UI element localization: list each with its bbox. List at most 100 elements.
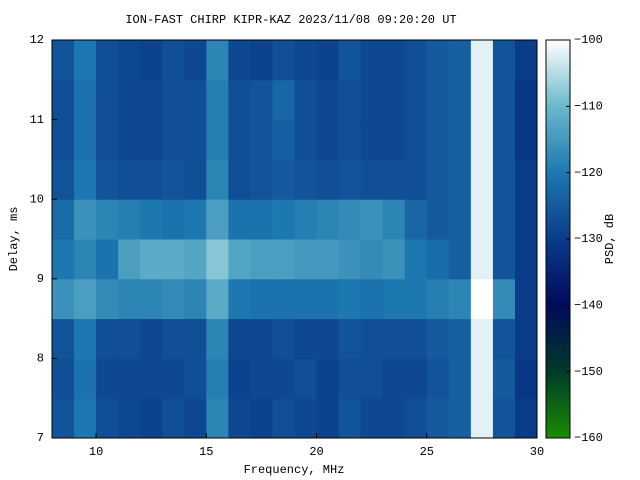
heatmap-cell [360, 40, 384, 81]
heatmap-cell [272, 119, 295, 160]
heatmap-cell [250, 79, 273, 121]
heatmap-cell [360, 159, 384, 200]
heatmap-cell [470, 278, 494, 320]
heatmap-cell [184, 119, 207, 160]
heatmap-cell [162, 40, 185, 81]
heatmap-cell [426, 278, 450, 320]
colorbar-tick-label: −110 [574, 100, 603, 114]
x-tick-label: 20 [309, 445, 323, 459]
heatmap-cell [140, 239, 163, 280]
heatmap-cell [74, 40, 97, 81]
heatmap-cell [96, 318, 119, 359]
heatmap-cell [74, 318, 97, 359]
heatmap-cell [492, 278, 516, 320]
heatmap-cell [272, 199, 295, 240]
heatmap-cell [96, 79, 119, 121]
heatmap-cell [426, 358, 450, 399]
heatmap-cell [228, 40, 251, 81]
x-axis-label: Frequency, MHz [244, 463, 345, 477]
heatmap-cell [74, 79, 97, 121]
heatmap-cell [206, 239, 229, 280]
heatmap-cell [140, 199, 163, 240]
y-tick-label: 7 [37, 431, 44, 445]
heatmap-cell [492, 119, 516, 160]
heatmap-cell [52, 40, 75, 81]
heatmap-cell [316, 199, 340, 240]
heatmap-cell [404, 239, 428, 280]
heatmap-cell [228, 119, 251, 160]
heatmap-cell [382, 40, 406, 81]
heatmap-cell [382, 398, 406, 439]
heatmap-cell [96, 119, 119, 160]
heatmap-cell [316, 358, 340, 399]
heatmap-cell [162, 79, 185, 121]
heatmap-cell [118, 358, 141, 399]
heatmap-cell [492, 159, 516, 200]
heatmap-cell [206, 159, 229, 200]
heatmap-cell [448, 239, 472, 280]
heatmap-cell [140, 40, 163, 81]
heatmap-cell [118, 199, 141, 240]
heatmap-cell [470, 79, 494, 121]
heatmap-cell [250, 199, 273, 240]
heatmap-cell [272, 40, 295, 81]
heatmap-cell [206, 119, 229, 160]
heatmap-cell [294, 119, 318, 160]
heatmap-cell [74, 239, 97, 280]
heatmap-cell [96, 159, 119, 200]
heatmap-cell [96, 199, 119, 240]
heatmap-cell [272, 398, 295, 439]
heatmap-cell [382, 79, 406, 121]
heatmap-cell [74, 119, 97, 160]
heatmap-cell [294, 398, 318, 439]
heatmap-cell [96, 239, 119, 280]
heatmap-cell [52, 79, 75, 121]
heatmap-cell [228, 79, 251, 121]
heatmap-cell [404, 40, 428, 81]
heatmap-cell [382, 278, 406, 320]
heatmap-cell [316, 40, 340, 81]
heatmap-cell [514, 119, 538, 160]
heatmap-cell [448, 40, 472, 81]
heatmap-cell [74, 159, 97, 200]
heatmap-cell [206, 199, 229, 240]
heatmap-cell [206, 358, 229, 399]
heatmap-cell [140, 318, 163, 359]
heatmap-cell [338, 199, 362, 240]
heatmap-cell [492, 398, 516, 439]
heatmap-cell [404, 79, 428, 121]
heatmap-cell [206, 40, 229, 81]
heatmap-cell [228, 398, 251, 439]
heatmap-cell [448, 318, 472, 359]
heatmap-cell [492, 239, 516, 280]
heatmap-cell [492, 40, 516, 81]
heatmap-cell [492, 318, 516, 359]
heatmap-cell [250, 358, 273, 399]
heatmap-cell [360, 239, 384, 280]
heatmap-cell [382, 358, 406, 399]
heatmap-cell [470, 358, 494, 399]
heatmap-cell [206, 318, 229, 359]
heatmap-cell [404, 358, 428, 399]
heatmap-cell [184, 358, 207, 399]
heatmap-cell [338, 40, 362, 81]
y-tick-label: 9 [37, 272, 44, 286]
heatmap-cell [228, 278, 251, 320]
heatmap-cell [250, 278, 273, 320]
heatmap-cell [140, 119, 163, 160]
heatmap-cell [448, 398, 472, 439]
heatmap-cell [338, 79, 362, 121]
heatmap-cell [294, 239, 318, 280]
heatmap-cell [52, 159, 75, 200]
plot-frame [51, 39, 538, 439]
heatmap-cell [404, 119, 428, 160]
heatmap-cell [360, 278, 384, 320]
heatmap-cell [316, 398, 340, 439]
heatmap-cell [470, 119, 494, 160]
heatmap-cell [404, 159, 428, 200]
heatmap-cell [184, 318, 207, 359]
heatmap-cell [162, 398, 185, 439]
heatmap-cell [360, 318, 384, 359]
heatmap-cell [316, 119, 340, 160]
heatmap-cell [316, 79, 340, 121]
